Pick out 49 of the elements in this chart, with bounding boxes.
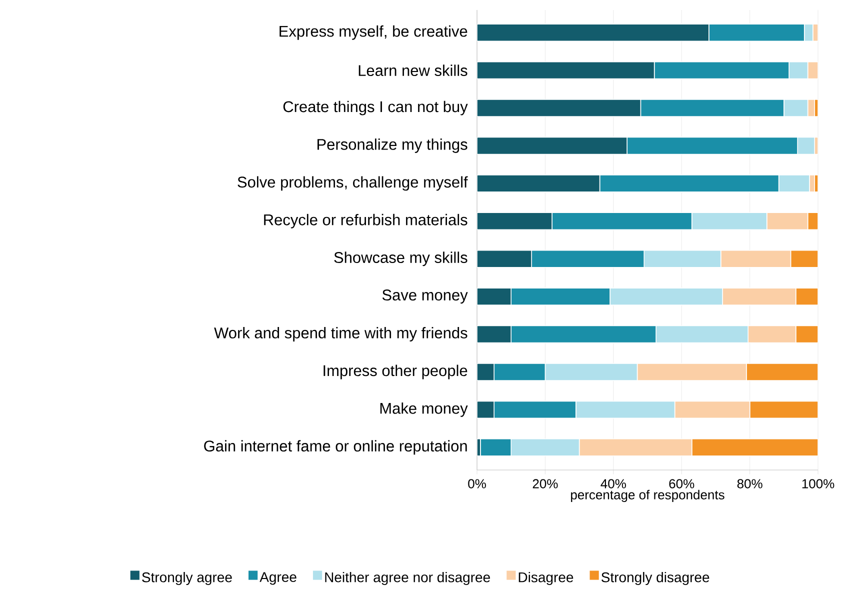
bar [477, 250, 532, 268]
bar [477, 212, 552, 230]
bar [578, 438, 692, 456]
legend-label: Agree [260, 572, 296, 585]
bar [795, 288, 818, 306]
y-tick-label: Showcase my skills [334, 252, 468, 266]
bar [477, 325, 512, 344]
bar [477, 288, 512, 306]
x-tick-label: 60% [669, 479, 694, 488]
y-tick-label: Work and spend time with my friends [214, 327, 468, 342]
y-tick-label: Gain internet fame or online reputation [204, 440, 467, 455]
bar [766, 212, 808, 230]
y-tick-label: Express myself, be creative [280, 25, 468, 40]
bar [807, 61, 818, 80]
x-tick-label: 20% [532, 479, 558, 488]
y-tick-label: Save money [382, 290, 468, 304]
bar [477, 99, 642, 117]
legend-label: Strongly agree [142, 572, 232, 586]
bar [720, 250, 792, 268]
y-tick-label: Recycle or refurbish materials [264, 214, 468, 228]
bar [477, 24, 710, 42]
bar [722, 288, 796, 306]
y-tick-label: Solve problems, challenge myself [238, 176, 468, 191]
y-tick-label: Personalize my things [318, 138, 468, 153]
bar [674, 400, 750, 419]
bar [477, 61, 655, 80]
y-tick-label: Impress other people [324, 364, 468, 380]
x-tick-label: 100% [802, 479, 834, 488]
y-tick-label: Create things I can not buy [283, 100, 468, 116]
x-tick-label: 0% [468, 479, 486, 488]
bar [749, 400, 818, 419]
y-tick-label: Make money [380, 402, 468, 417]
bar [807, 212, 818, 230]
bar [691, 438, 818, 456]
bar [790, 250, 818, 268]
bar [477, 174, 600, 192]
x-axis-title: percentage of respondents [571, 490, 724, 502]
bar [477, 136, 628, 155]
bar [795, 325, 818, 344]
x-tick-label: 80% [737, 479, 762, 488]
legend-label: Neither agree nor disagree [325, 572, 490, 586]
legend-label: Strongly disagree [601, 572, 710, 586]
bar [477, 400, 494, 419]
x-tick-label: 40% [600, 479, 626, 488]
y-tick-label: Learn new skills [358, 64, 468, 76]
legend-label: Disagree [518, 572, 574, 586]
bar [636, 363, 747, 381]
bar [748, 325, 796, 344]
bar [746, 363, 818, 381]
